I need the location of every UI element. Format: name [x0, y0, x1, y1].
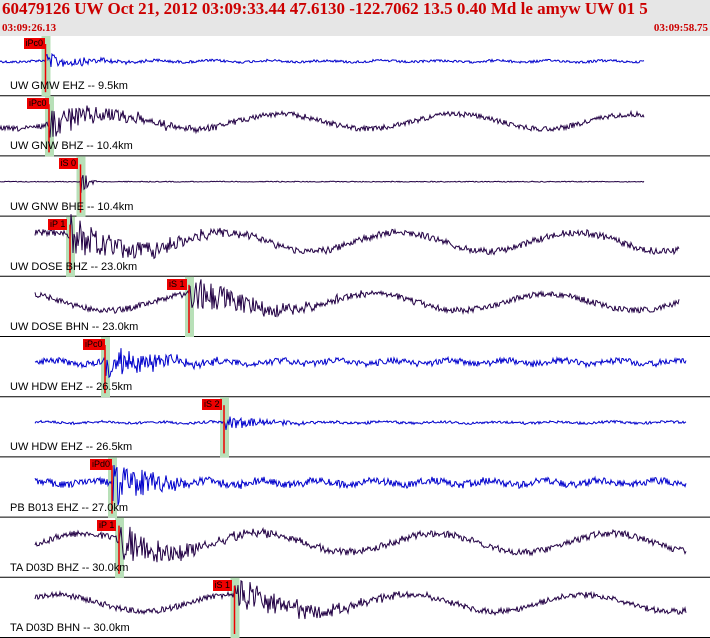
end-time: 03:09:58.75	[653, 22, 708, 34]
pick-flag[interactable]: iPc0	[27, 98, 49, 110]
trace-row[interactable]	[0, 457, 710, 518]
waveform	[34, 279, 680, 318]
channel-label: UW GNW BHZ -- 10.4km	[10, 140, 133, 153]
trace-row[interactable]	[0, 96, 710, 157]
channel-label: TA D03D BHZ -- 30.0km	[10, 561, 129, 574]
waveform	[34, 348, 687, 379]
trace-row[interactable]	[0, 397, 710, 458]
waveform	[0, 174, 645, 193]
channel-label: UW DOSE BHZ -- 23.0km	[10, 260, 138, 273]
waveform	[34, 214, 680, 260]
channel-label: TA D03D BHN -- 30.0km	[10, 622, 130, 634]
trace-row[interactable]	[0, 36, 710, 97]
waveform	[34, 579, 687, 620]
pick-flag[interactable]: iS 1	[212, 579, 233, 591]
trace-row[interactable]	[0, 517, 710, 578]
seismogram-canvas[interactable]	[0, 36, 710, 638]
waveform	[0, 52, 645, 67]
pick-flag[interactable]: iS 1	[167, 278, 187, 290]
channel-label: UW GNW BHE -- 10.4km	[10, 200, 134, 213]
waveform	[0, 105, 645, 138]
channel-label: UW GMW EHZ -- 9.5km	[10, 80, 128, 93]
channel-label: UW HDW EHZ -- 26.5km	[10, 441, 133, 454]
pick-flag[interactable]: iS 2	[202, 399, 222, 411]
channel-label: UW HDW EHZ -- 26.5km	[10, 381, 133, 394]
pick-flag[interactable]: iP 1	[97, 519, 117, 531]
trace-row[interactable]	[0, 156, 710, 217]
event-title: 60479126 UW Oct 21, 2012 03:09:33.44 47.…	[2, 0, 648, 18]
trace-row[interactable]	[0, 337, 710, 398]
pick-flag[interactable]: iPc0	[83, 339, 105, 350]
waveform	[34, 526, 687, 563]
trace-row[interactable]	[0, 214, 710, 277]
event-header: 60479126 UW Oct 21, 2012 03:09:33.44 47.…	[0, 0, 710, 36]
channel-label: PB B013 EHZ -- 27.0km	[10, 501, 128, 514]
pick-flag[interactable]: iPd0	[90, 459, 113, 471]
seismogram-panel[interactable]: UW GMW EHZ -- 9.5km iPc0 UW GNW BHZ -- 10.…	[0, 36, 710, 638]
waveform	[34, 464, 687, 506]
pick-flag[interactable]: iPc0	[23, 38, 46, 49]
channel-label: UW DOSE BHN -- 23.0km	[10, 321, 139, 333]
waveform	[34, 416, 687, 430]
pick-flag[interactable]: iS 0	[58, 158, 79, 170]
start-time: 03:09:26.13	[2, 22, 57, 34]
pick-flag[interactable]: iP 1	[48, 218, 68, 230]
trace-row[interactable]	[0, 276, 710, 337]
